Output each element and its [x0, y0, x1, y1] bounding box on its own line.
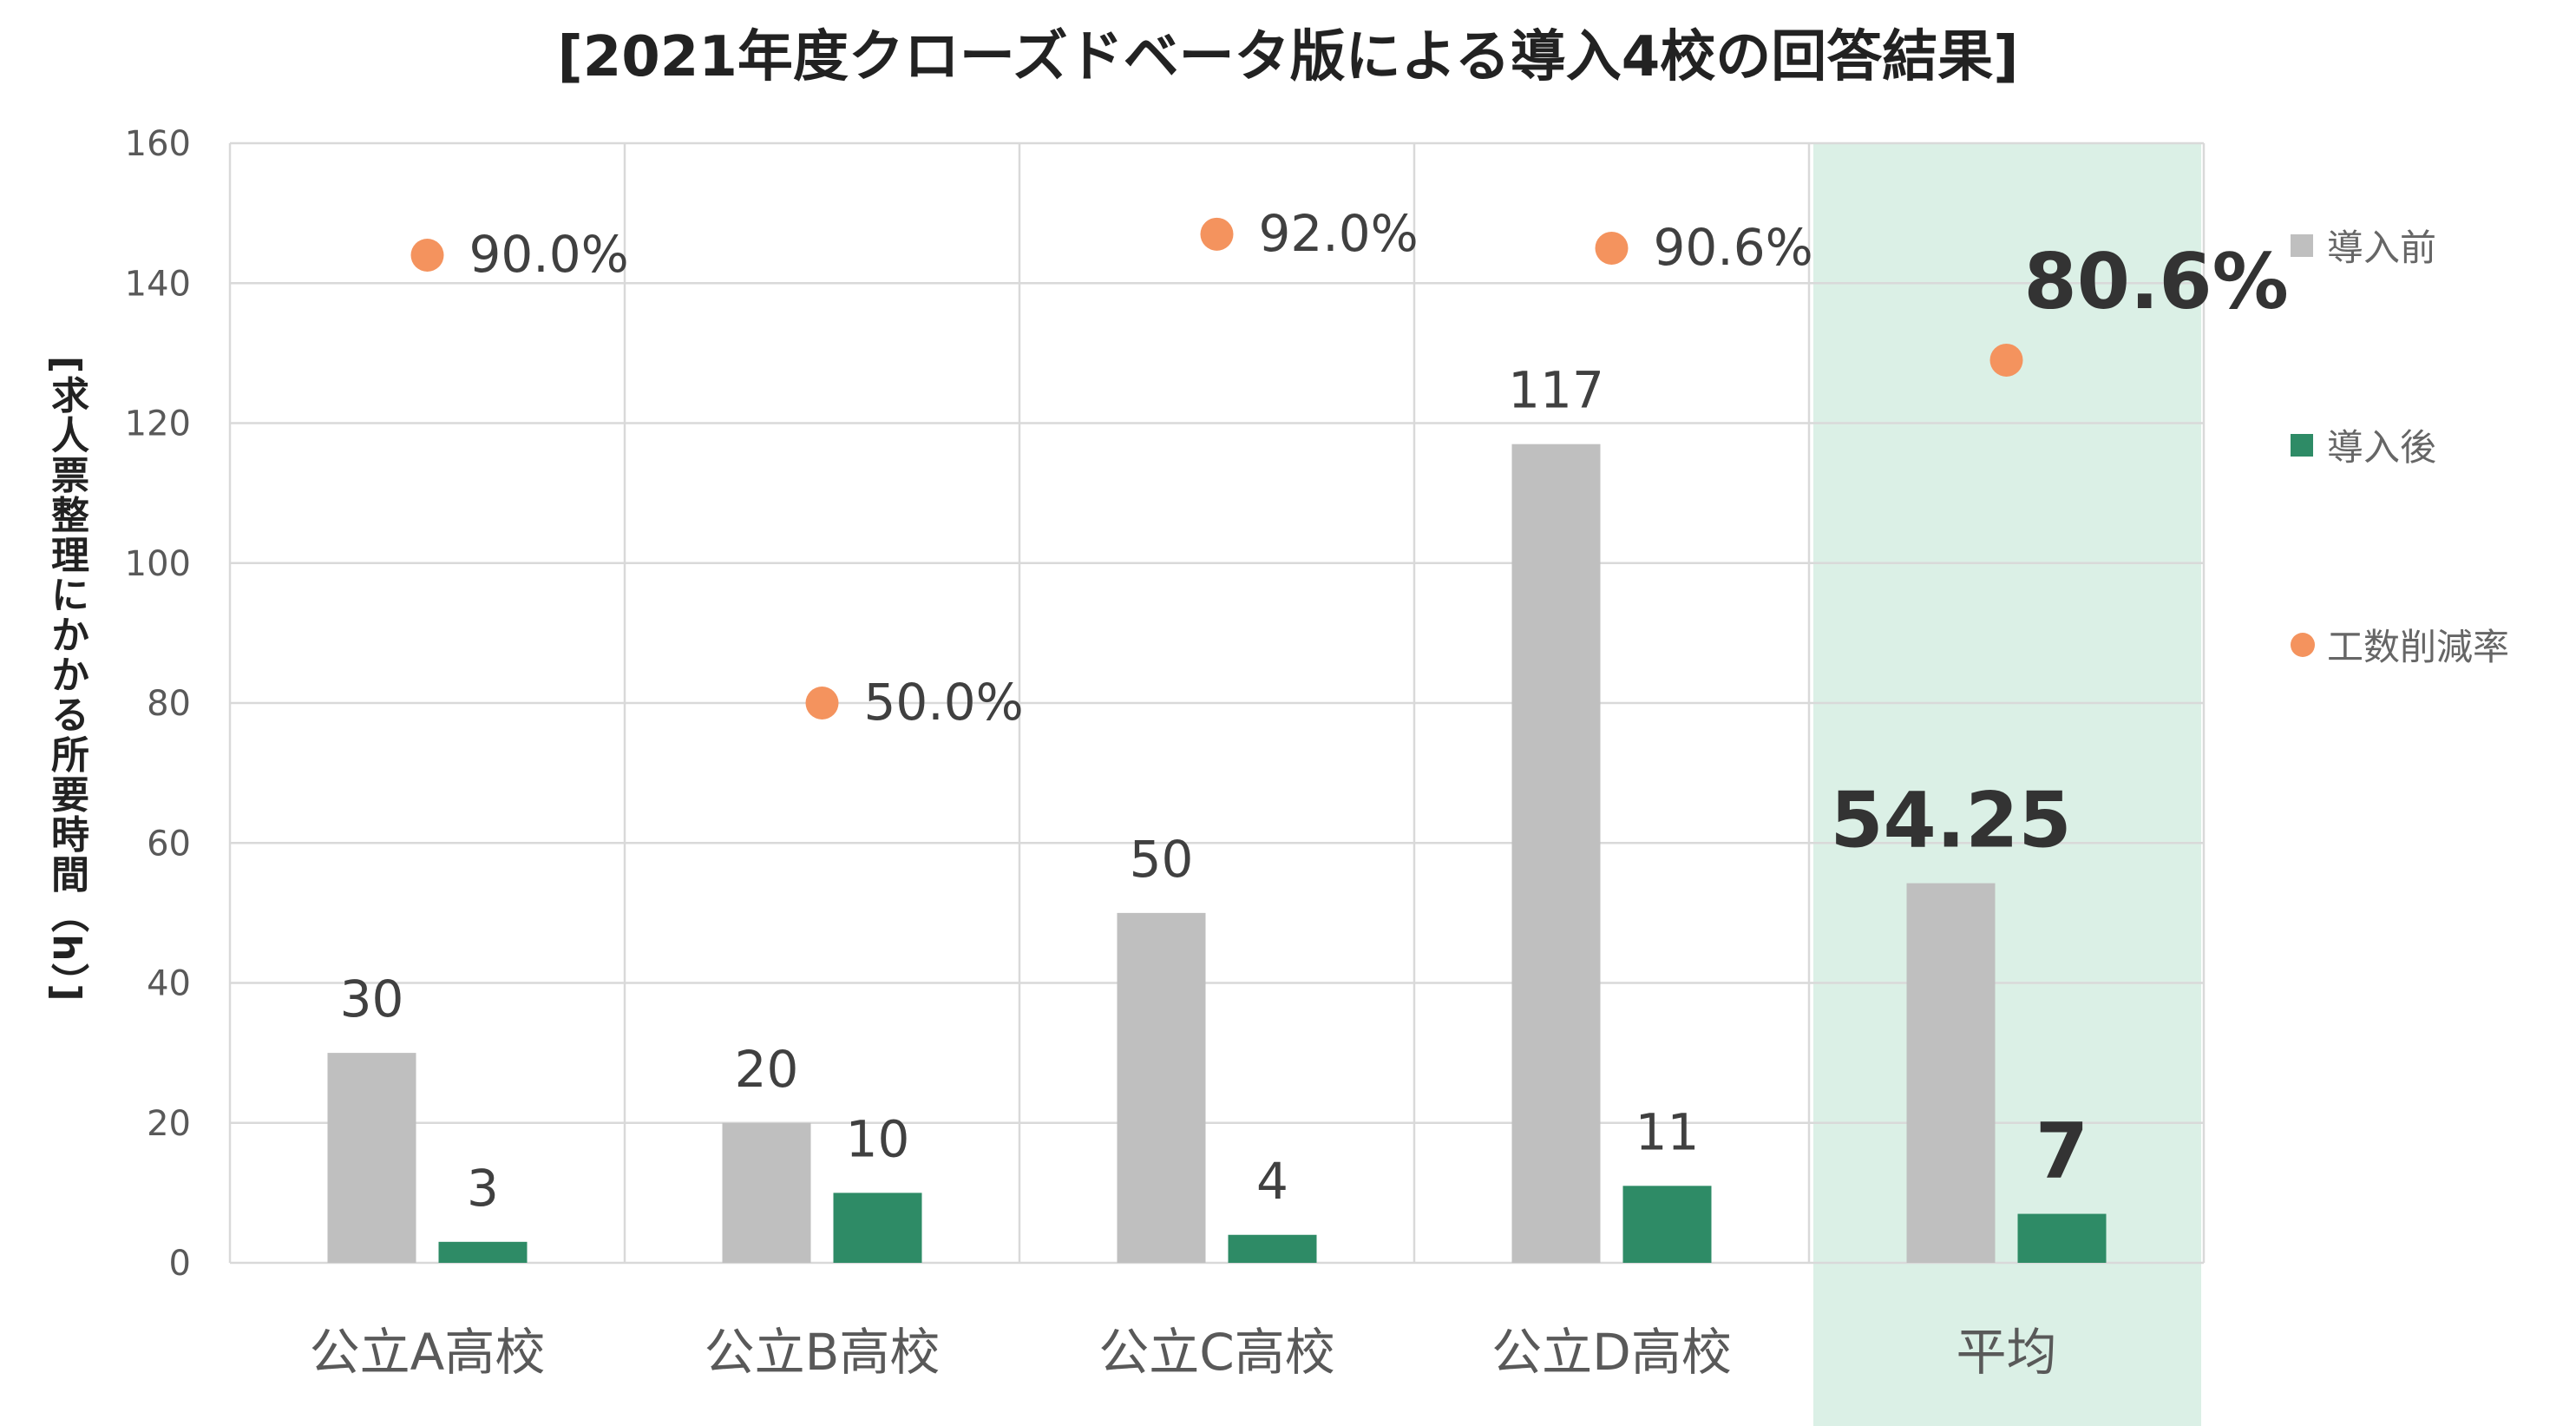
label-after-4: 7: [2035, 1107, 2088, 1196]
label-before-2: 50: [1130, 830, 1194, 889]
legend-item-rate: 工数削減率: [2291, 618, 2509, 671]
rate-label-4: 80.6%: [2024, 237, 2289, 326]
legend-label-before: 導入前: [2327, 227, 2437, 269]
bar-after-1: [833, 1193, 922, 1263]
legend-swatch-after: [2291, 433, 2313, 457]
y-tick-label: 100: [125, 544, 191, 584]
legend-swatch-before: [2291, 233, 2313, 257]
rate-label-2: 92.0%: [1259, 204, 1419, 263]
label-after-3: 11: [1635, 1102, 1700, 1161]
rate-marker-3: [1595, 231, 1629, 265]
rate-marker-2: [1200, 217, 1234, 251]
legend-item-after: 導入後: [2291, 418, 2436, 471]
y-axis-label: [求人票整理にかかる所要時間（h）]: [44, 356, 88, 1003]
bar-before-4: [1906, 883, 1996, 1263]
x-category-label: 平均: [1956, 1323, 2056, 1382]
bar-after-3: [1622, 1186, 1712, 1263]
bar-before-1: [722, 1122, 811, 1263]
rate-label-3: 90.6%: [1654, 218, 1813, 277]
bar-before-2: [1117, 912, 1206, 1263]
y-tick-label: 20: [147, 1104, 191, 1144]
x-category-label: 公立D高校: [1491, 1323, 1732, 1382]
bar-before-3: [1511, 444, 1601, 1263]
bar-after-2: [1228, 1234, 1317, 1263]
bar-after-0: [438, 1241, 528, 1263]
label-after-2: 4: [1256, 1152, 1288, 1211]
rate-label-0: 90.0%: [469, 225, 629, 284]
chart-title: [2021年度クローズドベータ版による導入4校の回答結果]: [557, 25, 2019, 89]
y-tick-label: 160: [125, 124, 191, 164]
label-before-1: 20: [735, 1040, 799, 1099]
y-tick-label: 40: [147, 964, 191, 1004]
bar-before-0: [327, 1053, 416, 1263]
rate-label-1: 50.0%: [864, 673, 1024, 732]
x-category-label: 公立A高校: [310, 1323, 546, 1382]
bar-after-4: [2017, 1213, 2107, 1263]
y-tick-label: 60: [147, 824, 191, 864]
y-tick-label: 0: [169, 1244, 191, 1284]
label-before-0: 30: [340, 969, 404, 1028]
label-before-3: 117: [1508, 361, 1604, 420]
rate-marker-0: [410, 239, 444, 272]
y-tick-label: 80: [147, 684, 191, 724]
x-category-label: 公立C高校: [1098, 1323, 1335, 1382]
label-after-0: 3: [467, 1159, 499, 1218]
legend-label-after: 導入後: [2327, 426, 2437, 469]
label-after-1: 10: [846, 1109, 910, 1168]
label-before-4: 54.25: [1830, 776, 2071, 865]
rate-marker-4: [1989, 343, 2023, 377]
legend-label-rate: 工数削減率: [2327, 626, 2510, 668]
legend-item-before: 導入前: [2291, 219, 2436, 272]
rate-marker-1: [805, 687, 839, 720]
legend-marker-rate: [2291, 632, 2315, 657]
y-tick-label: 120: [125, 404, 191, 444]
x-category-label: 公立B高校: [705, 1323, 941, 1382]
y-tick-label: 140: [125, 264, 191, 304]
